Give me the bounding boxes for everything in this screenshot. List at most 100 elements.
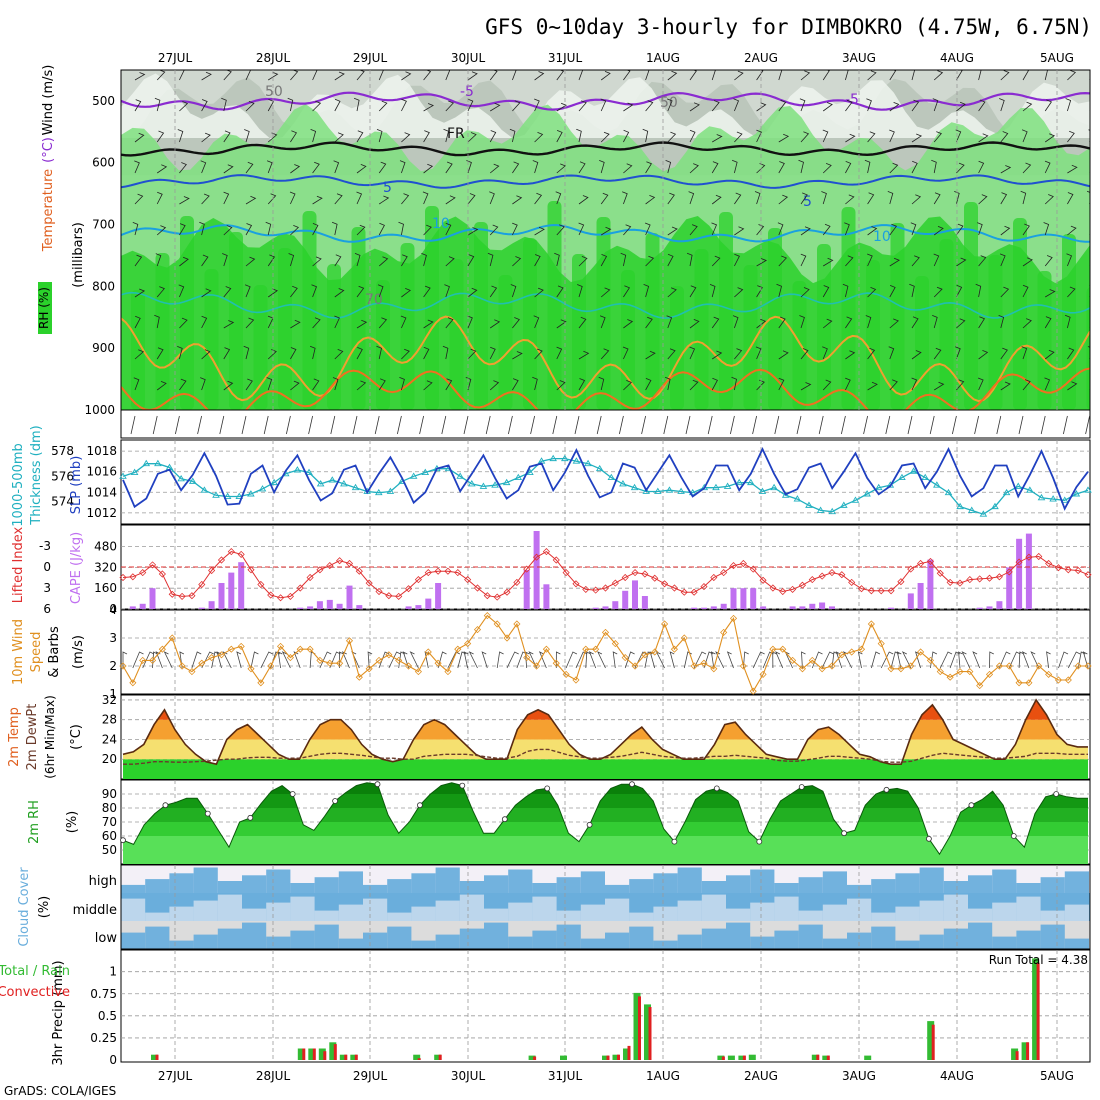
cape-bar [129, 606, 136, 609]
isotherm-contour [121, 91, 1090, 111]
rh-convective-column [131, 290, 145, 410]
wind-barb [956, 70, 963, 81]
precip-conv-bar [438, 1054, 442, 1060]
wind-barb [867, 253, 873, 267]
wind-barb [711, 134, 723, 143]
date-label-top: 31JUL [548, 51, 583, 65]
wind-barb [1065, 98, 1072, 112]
cloud-block [556, 877, 581, 893]
wind-barb [378, 70, 384, 81]
cloud-block [822, 904, 847, 921]
wind-barb [445, 70, 451, 81]
cloud-block [556, 924, 581, 949]
surface-barb [409, 651, 419, 669]
wind-barb [887, 191, 894, 205]
thickness-point [421, 468, 430, 475]
wind-barb [867, 226, 878, 236]
wind-barb [689, 102, 700, 112]
precip-total-bar [528, 1055, 536, 1060]
surface-wind-barb [952, 415, 957, 435]
precip-total-bar [738, 1055, 746, 1060]
wind-speed-point [1025, 679, 1033, 687]
precip-tick: 0.5 [98, 1009, 117, 1023]
cloud-block [217, 881, 242, 893]
surface-barb [715, 651, 725, 669]
precip-conv-bar [333, 1044, 337, 1060]
wind-barb [622, 346, 629, 360]
rh-point [162, 802, 169, 809]
cloud-block [387, 912, 412, 921]
wind-barb [800, 253, 807, 267]
wind-barb [933, 131, 942, 143]
wind-barb [845, 377, 851, 391]
wind-barb [489, 191, 495, 205]
wind-speed-point [208, 654, 216, 662]
cloud-block [217, 928, 242, 949]
wind-barb [556, 102, 567, 112]
rh-convective-column [596, 217, 611, 410]
surface-wind-barb [530, 415, 535, 435]
wind-barb [399, 377, 405, 391]
wind-barb [645, 316, 653, 329]
surface-barb [1067, 651, 1081, 669]
surface-barb [481, 651, 488, 669]
surface-wind-barb [308, 415, 313, 435]
surface-barb [726, 651, 734, 669]
wind-barb [1022, 223, 1030, 236]
wind-speed-point [857, 645, 866, 653]
wind-barb [245, 161, 254, 174]
cloud-block [121, 898, 146, 921]
cape-bar [149, 588, 156, 609]
thickness-point [526, 468, 534, 475]
wind-barb [734, 253, 740, 267]
cape-bar [356, 605, 363, 609]
wind-barb [578, 256, 588, 267]
surface-barb [655, 651, 665, 669]
precip-conv-bar [354, 1054, 358, 1060]
wind-speed-point [513, 620, 521, 628]
surface-barb [260, 651, 273, 669]
temperature-axis-label: Temperature [41, 169, 56, 252]
wind-barb [977, 222, 983, 236]
surface-wind-barb [485, 415, 491, 435]
surface-barb [896, 651, 902, 669]
wind-barb [755, 346, 762, 360]
precip-conv-bar [606, 1055, 610, 1060]
precip-total-bar [717, 1055, 725, 1060]
wind-barb [842, 283, 849, 298]
temp-band [123, 759, 1088, 779]
rh-convective-column [719, 212, 733, 410]
thickness-point [386, 487, 395, 494]
wind-barb [600, 71, 611, 81]
wind-barb [312, 256, 322, 267]
thickness-point [1060, 496, 1069, 503]
rh-point [204, 810, 211, 817]
thickness-point [828, 507, 837, 515]
cloud-block [411, 940, 436, 949]
wind-speed-point [316, 656, 324, 664]
li-point [582, 585, 590, 593]
wind-barb [445, 378, 453, 391]
wind-barb [867, 192, 875, 205]
wind-barb [445, 161, 453, 174]
rh-point [756, 838, 763, 845]
li-point [198, 580, 206, 589]
wind-barb [689, 346, 696, 360]
surface-barb [989, 651, 994, 669]
wind-barb [334, 349, 344, 360]
wind-barb [956, 162, 965, 174]
cloud-block [145, 926, 170, 949]
surface-wind-barb [175, 415, 180, 435]
wind-barb [201, 288, 212, 298]
cloud-block [532, 883, 557, 893]
surface-barb [528, 651, 537, 669]
li-point [808, 576, 816, 584]
wind-speed-point [503, 634, 511, 642]
cloud-block [121, 932, 146, 949]
cape-bar [799, 606, 806, 609]
rh-point [544, 785, 551, 792]
wind-barb [933, 286, 943, 298]
wind-barb [290, 285, 298, 298]
wind-barb [778, 316, 786, 329]
li-point [365, 579, 373, 587]
